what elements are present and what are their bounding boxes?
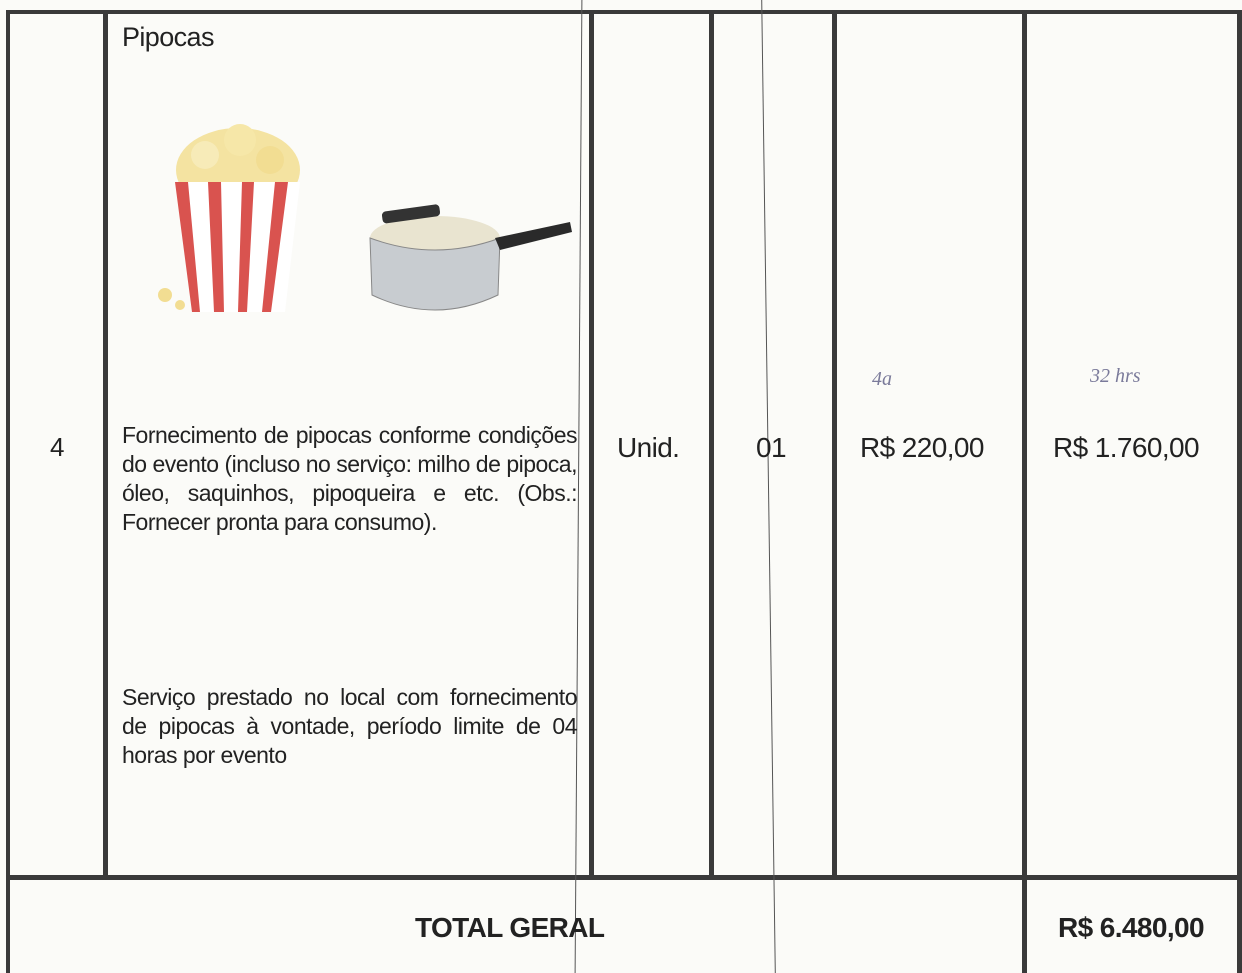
border bbox=[832, 10, 837, 878]
scan-line bbox=[761, 0, 776, 973]
item-title: Pipocas bbox=[122, 22, 214, 52]
border bbox=[1022, 10, 1027, 973]
unit-price: R$ 220,00 bbox=[860, 432, 984, 463]
handwritten-note: 32 hrs bbox=[1090, 365, 1141, 387]
border bbox=[8, 10, 1242, 14]
border bbox=[1237, 10, 1242, 973]
handwritten-note: 4a bbox=[872, 368, 892, 390]
item-number: 4 bbox=[50, 432, 64, 462]
border bbox=[103, 10, 108, 878]
border bbox=[709, 10, 714, 878]
row-total: R$ 1.760,00 bbox=[1053, 432, 1200, 463]
border bbox=[8, 875, 1242, 880]
quantity: 01 bbox=[756, 432, 787, 463]
unit: Unid. bbox=[617, 432, 680, 463]
description-paragraph: Fornecimento de pipocas conforme condiçõ… bbox=[122, 422, 578, 535]
footer-total: R$ 6.480,00 bbox=[1058, 912, 1205, 943]
illustrations bbox=[158, 124, 572, 312]
popcorn-box bbox=[158, 124, 300, 312]
border bbox=[6, 10, 10, 973]
border bbox=[589, 10, 594, 878]
footer-label: TOTAL GERAL bbox=[415, 912, 605, 943]
popcorn-pan bbox=[369, 204, 572, 311]
description-paragraph: Serviço prestado no local com fornecimen… bbox=[122, 684, 578, 768]
